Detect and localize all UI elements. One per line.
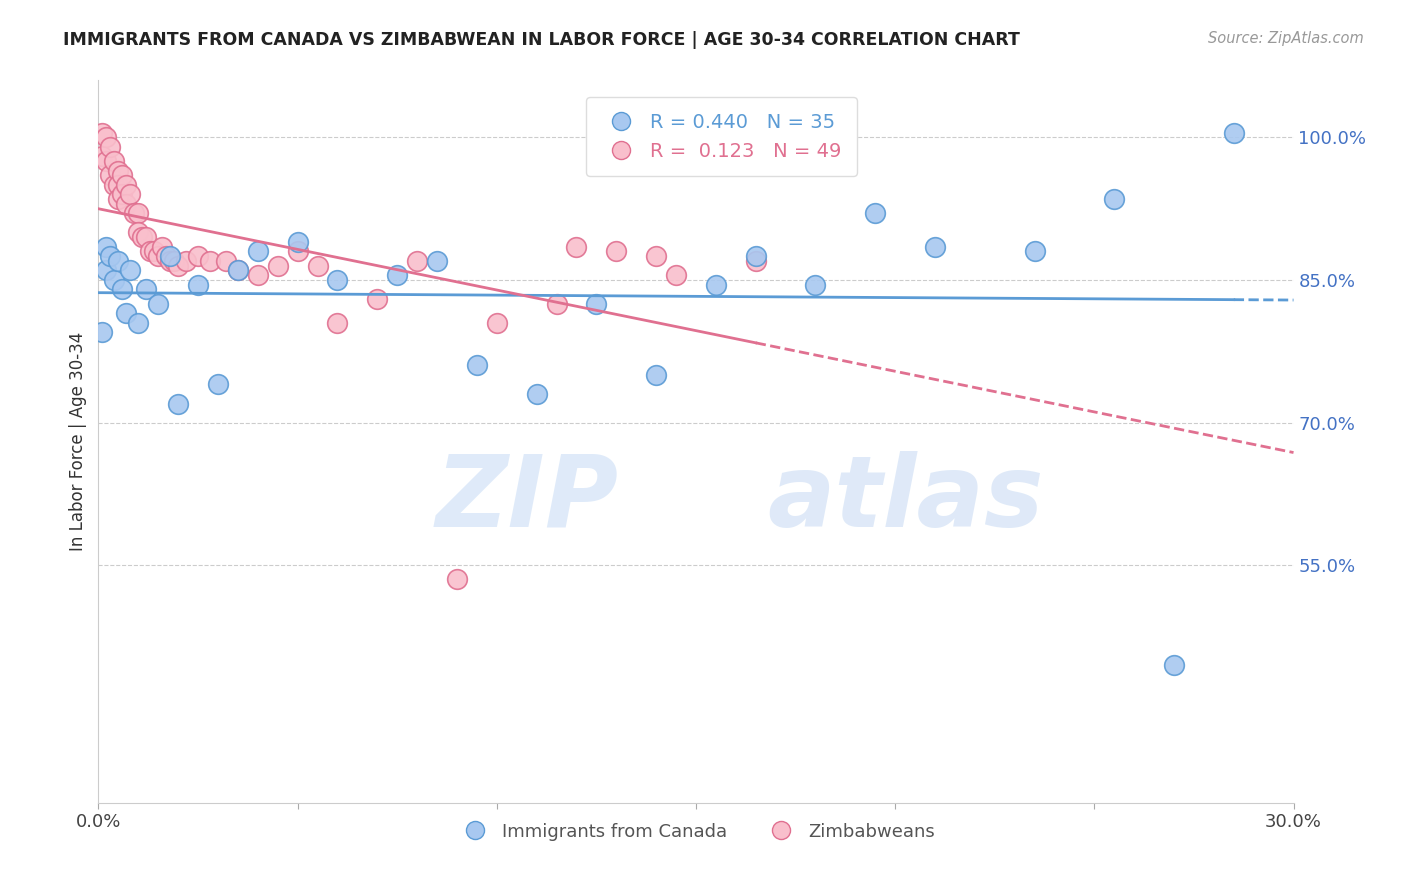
Point [226,263,249,277]
Point [924,240,946,254]
Point [565,240,588,254]
Point [1024,244,1046,259]
Point [804,277,827,292]
Point [103,273,125,287]
Point [155,249,177,263]
Point [745,253,768,268]
Point [135,282,157,296]
Point [426,253,449,268]
Point [665,268,688,282]
Point [167,259,190,273]
Point [187,249,209,263]
Point [111,282,134,296]
Text: IMMIGRANTS FROM CANADA VS ZIMBABWEAN IN LABOR FORCE | AGE 30-34 CORRELATION CHAR: IMMIGRANTS FROM CANADA VS ZIMBABWEAN IN … [63,31,1021,49]
Point [526,387,548,401]
Point [120,187,142,202]
Point [127,316,149,330]
Point [546,296,568,310]
Point [96,240,118,254]
Point [645,249,668,263]
Point [159,253,181,268]
Point [103,154,125,169]
Point [91,126,114,140]
Point [174,253,197,268]
Point [107,178,129,192]
Point [91,325,114,339]
Point [215,253,238,268]
Point [98,140,122,154]
Point [485,316,508,330]
Point [704,277,727,292]
Point [1104,192,1126,206]
Point [246,268,269,282]
Point [120,263,142,277]
Point [307,259,329,273]
Point [465,359,488,373]
Point [163,253,186,268]
Point [91,149,114,163]
Point [385,268,409,282]
Point [96,154,118,169]
Point [96,130,118,145]
Point [167,396,190,410]
Point [745,249,768,263]
Point [446,573,468,587]
Point [143,244,166,259]
Point [127,226,149,240]
Point [326,273,349,287]
Point [98,249,122,263]
Text: ZIP: ZIP [436,450,619,548]
Point [246,244,269,259]
Point [135,230,157,244]
Point [150,240,173,254]
Point [148,249,170,263]
Point [124,206,146,220]
Point [139,244,162,259]
Point [96,263,118,277]
Point [865,206,887,220]
Point [148,296,170,310]
Point [107,253,129,268]
Point [131,230,153,244]
Point [107,163,129,178]
Point [585,296,607,310]
Point [326,316,349,330]
Point [111,187,134,202]
Point [111,169,134,183]
Point [645,368,668,382]
Legend: Immigrants from Canada, Zimbabweans: Immigrants from Canada, Zimbabweans [450,815,942,848]
Text: atlas: atlas [768,450,1045,548]
Y-axis label: In Labor Force | Age 30-34: In Labor Force | Age 30-34 [69,332,87,551]
Point [1223,126,1246,140]
Point [226,263,249,277]
Point [287,244,309,259]
Point [103,178,125,192]
Text: Source: ZipAtlas.com: Source: ZipAtlas.com [1208,31,1364,46]
Point [107,192,129,206]
Point [159,249,181,263]
Point [115,197,138,211]
Point [287,235,309,249]
Point [127,206,149,220]
Point [187,277,209,292]
Point [605,244,627,259]
Point [198,253,221,268]
Point [366,292,388,306]
Point [207,377,229,392]
Point [98,169,122,183]
Point [267,259,290,273]
Point [115,178,138,192]
Point [1163,657,1185,672]
Point [115,306,138,320]
Point [406,253,429,268]
